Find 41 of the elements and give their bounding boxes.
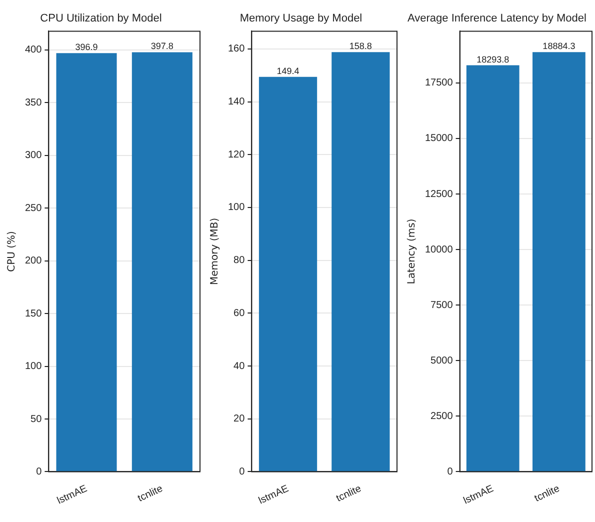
y-tick-label: 150 — [24, 308, 42, 320]
data-label: 18293.8 — [476, 54, 510, 64]
y-tick-label: 160 — [228, 44, 246, 55]
y-tick-label: 10000 — [424, 244, 454, 256]
y-axis-title: Latency (ms) — [406, 218, 418, 284]
y-tick-label: 350 — [24, 97, 42, 108]
y-tick-label: 400 — [24, 44, 42, 56]
x-tick-label: tcnlite — [334, 483, 364, 504]
y-tick-label: 300 — [24, 150, 42, 162]
y-axis-title: CPU (%) — [6, 230, 18, 272]
y-tick-label: 200 — [24, 256, 42, 267]
chart-title: Memory Usage by Model — [240, 12, 362, 25]
y-tick-label: 80 — [234, 255, 246, 266]
y-tick-label: 7500 — [430, 300, 454, 311]
y-tick-label: 17500 — [424, 78, 454, 89]
data-label: 18884.3 — [542, 41, 576, 52]
data-label: 149.4 — [276, 66, 300, 76]
y-tick-label: 40 — [234, 360, 246, 372]
y-axis-title: Memory (MB) — [210, 218, 221, 286]
y-tick-label: 100 — [228, 202, 246, 214]
x-tick-label: tcnlite — [136, 483, 165, 504]
data-label: 158.8 — [349, 41, 372, 52]
y-tick-label: 50 — [30, 414, 42, 425]
y-tick-label: 100 — [24, 361, 42, 372]
y-tick-label: 250 — [24, 202, 42, 214]
x-tick-label: tcnlite — [533, 483, 562, 504]
y-tick-label: 12500 — [424, 188, 454, 200]
chart-title: Average Inference Latency by Model — [408, 12, 586, 25]
data-label: 396.9 — [75, 42, 98, 52]
y-tick-label: 0 — [447, 466, 454, 478]
y-tick-label: 0 — [36, 466, 42, 478]
data-label: 397.8 — [150, 41, 174, 52]
y-tick-label: 20 — [234, 414, 246, 425]
y-tick-label: 2500 — [430, 410, 454, 422]
y-tick-label: 0 — [239, 466, 246, 478]
y-tick-label: 120 — [228, 149, 246, 160]
y-tick-label: 5000 — [430, 355, 454, 366]
chart-title: CPU Utilization by Model — [40, 12, 162, 25]
y-tick-label: 15000 — [424, 133, 454, 144]
y-tick-label: 140 — [228, 96, 246, 108]
y-tick-label: 60 — [234, 308, 246, 319]
